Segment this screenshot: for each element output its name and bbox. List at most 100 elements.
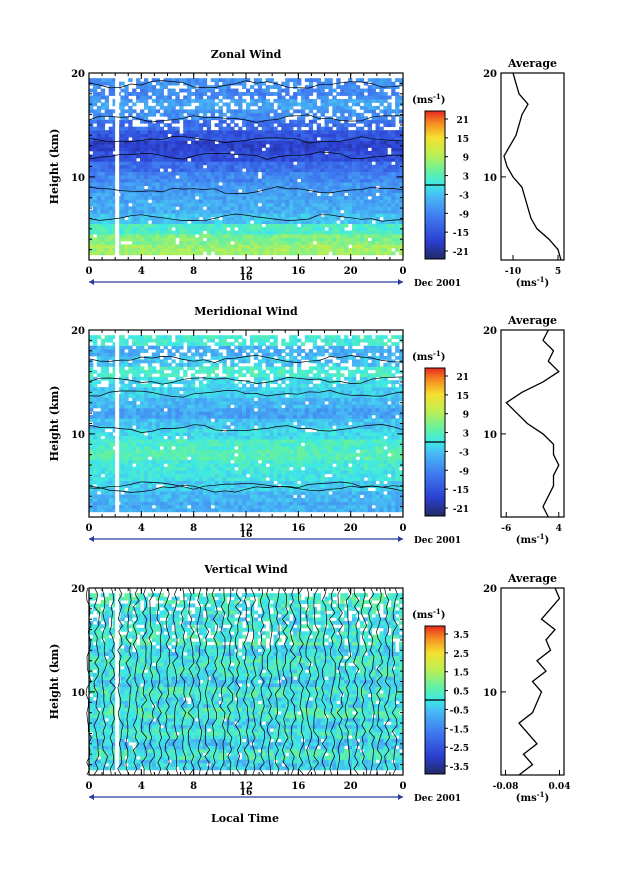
heatmap-cell [265,140,270,145]
heatmap-cell [383,98,388,103]
heatmap-cell [230,199,235,204]
heatmap-cell [304,202,310,207]
heatmap-cell [387,487,392,492]
heatmap-cell [281,168,286,173]
heatmap-cell [277,171,282,176]
heatmap-cell [155,497,161,502]
heatmap-cell [89,147,94,152]
heatmap-cell [136,206,141,211]
heatmap-cell [120,223,125,228]
heatmap-cell [348,480,353,485]
heatmap-cell [183,109,188,114]
heatmap-cell [238,112,243,117]
heatmap-cell [96,192,102,197]
heatmap-cell [332,251,337,256]
heatmap-cell [246,459,251,464]
heatmap-cell [316,473,321,478]
heatmap-cell [289,504,294,509]
heatmap-cell [155,164,161,169]
heatmap-cell [198,157,204,162]
heatmap-cell [143,182,149,186]
heatmap-cell [308,508,314,513]
heatmap-cell [336,143,341,148]
heatmap-cell [269,223,274,228]
heatmap-cell [391,477,396,482]
heatmap-cell [249,251,255,256]
heatmap-cell [155,137,161,141]
heatmap-cell [308,175,314,180]
heatmap-cell [320,185,325,190]
heatmap-cell [300,116,306,121]
heatmap-cell [344,157,349,162]
heatmap-cell [336,504,341,509]
heatmap-cell [285,161,290,166]
heatmap-cell [143,178,149,183]
heatmap-cell [191,171,196,176]
heatmap-cell [289,175,294,180]
heatmap-cell [92,189,98,193]
heatmap-cell [210,143,215,148]
heatmap-cell [351,240,357,245]
heatmap-cell [167,480,172,485]
heatmap-cell [132,116,137,121]
heatmap-cell [379,157,384,162]
heatmap-cell [293,251,298,256]
heatmap-cell [179,244,184,249]
heatmap-cell [355,164,361,169]
heatmap-cell [238,137,243,141]
heatmap-cell [277,168,282,173]
heatmap-cell [120,209,125,214]
heatmap-cell [348,470,353,475]
heatmap-cell [265,109,270,114]
heatmap-cell [261,470,267,475]
heatmap-cell [167,240,172,245]
heatmap-cell [257,477,263,482]
heatmap-cell [304,123,310,128]
heatmap-cell [359,137,365,141]
heatmap-cell [202,247,208,252]
heatmap-cell [242,501,247,506]
heatmap-cell [214,130,219,135]
heatmap-cell [202,130,208,135]
heatmap-cell [89,199,94,204]
heatmap-cell [273,119,278,124]
heatmap-cell [206,491,212,495]
heatmap-cell [324,78,329,83]
heatmap-cell [108,504,113,509]
heatmap-cell [230,206,235,211]
heatmap-cell [297,147,302,152]
heatmap-cell [171,466,176,471]
heatmap-cell [344,126,349,131]
heatmap-cell [336,168,341,173]
heatmap-cell [167,175,172,180]
heatmap-cell [238,78,243,83]
heatmap-cell [140,473,145,478]
heatmap-cell [391,230,396,235]
heatmap-cell [261,192,267,197]
heatmap-cell [340,105,345,110]
heatmap-cell [332,470,337,475]
heatmap-cell [136,251,141,256]
heatmap-cell [253,220,259,225]
heatmap-cell [273,227,278,231]
heatmap-cell [367,251,372,256]
heatmap-cell [391,81,396,86]
heatmap-cell [324,237,329,242]
heatmap-cell [92,466,98,471]
heatmap-cell [316,140,321,145]
heatmap-cell [257,237,263,242]
heatmap-cell [242,175,247,180]
heatmap-cell [143,459,149,464]
heatmap-cell [230,251,235,256]
heatmap-cell [242,244,247,249]
heatmap-cell [198,192,204,197]
heatmap-cell [100,102,106,107]
heatmap-cell [359,168,365,173]
heatmap-cell [285,92,290,96]
heatmap-cell [367,85,372,89]
heatmap-cell [175,95,180,100]
heatmap-cell [120,456,125,461]
heatmap-cell [379,182,384,186]
heatmap-cell [387,463,392,468]
heatmap-cell [238,126,243,131]
